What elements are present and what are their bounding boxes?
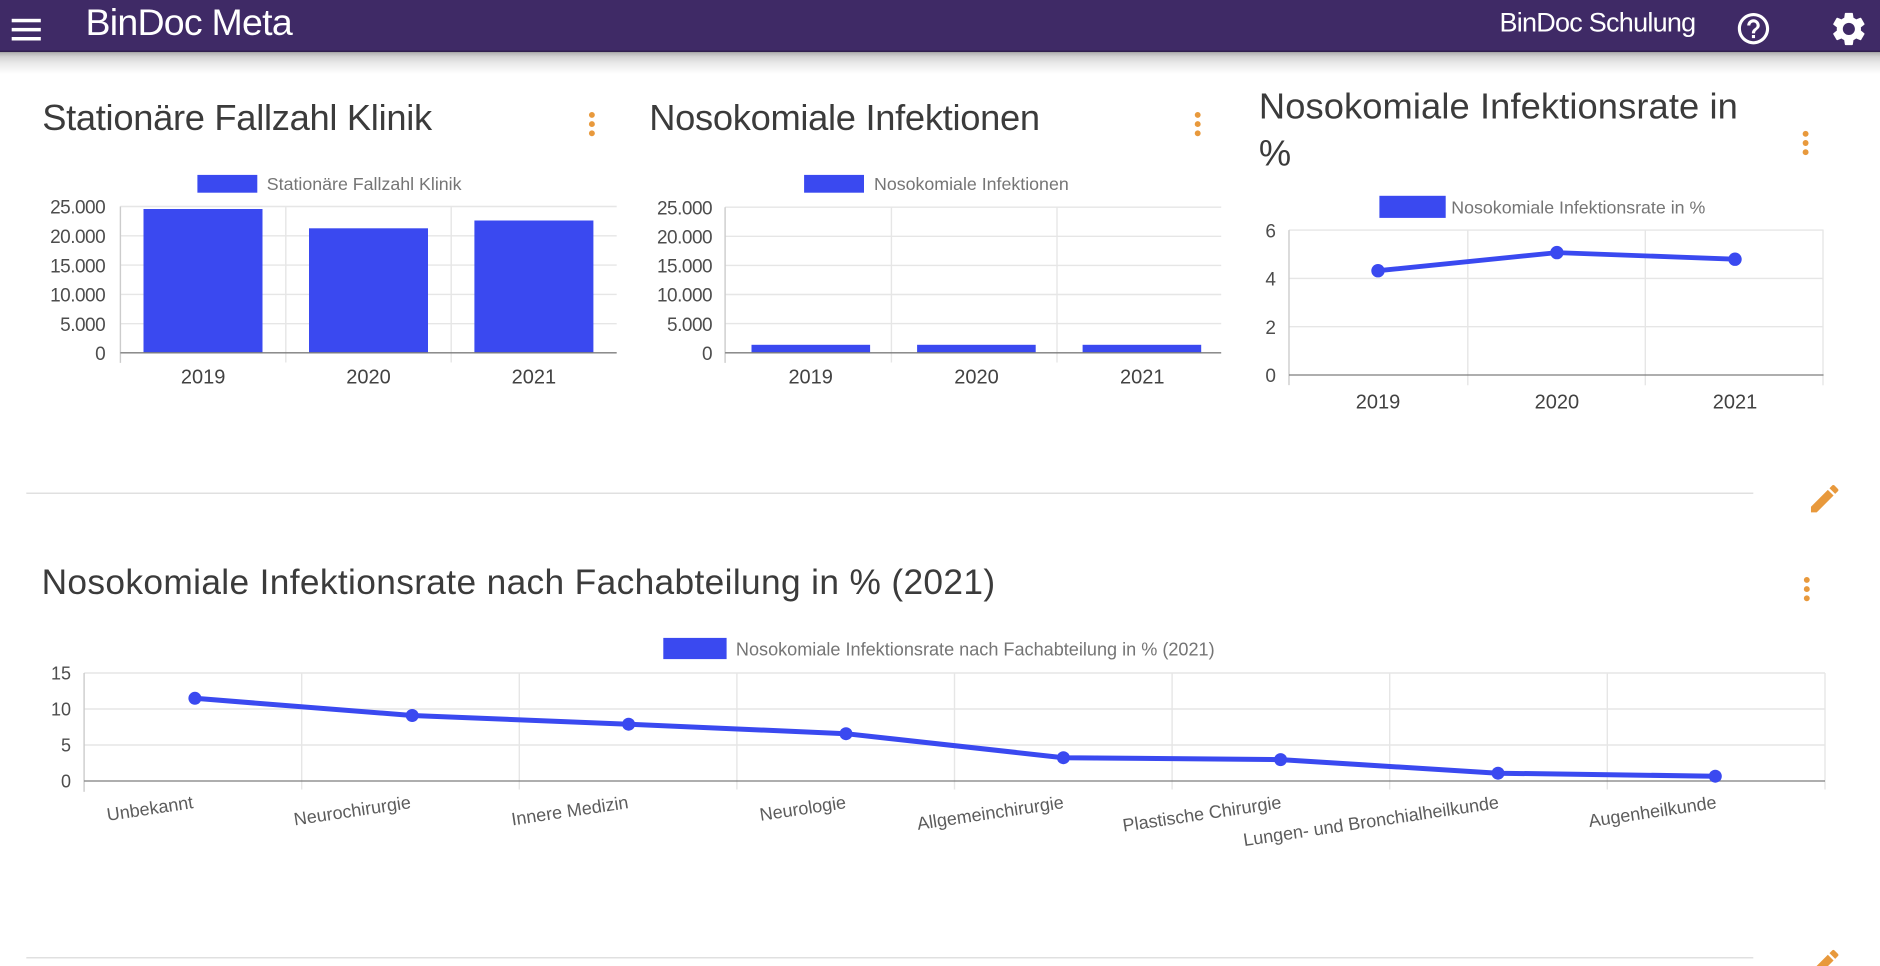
svg-text:15.000: 15.000 [657, 257, 712, 278]
svg-text:0: 0 [61, 772, 71, 792]
svg-text:0: 0 [95, 344, 105, 365]
svg-text:Allgemeinchirurgie: Allgemeinchirurgie [916, 792, 1065, 834]
svg-text:20.000: 20.000 [50, 227, 105, 248]
svg-text:10.000: 10.000 [50, 286, 105, 307]
svg-text:2020: 2020 [1535, 392, 1580, 414]
svg-text:Innere Medizin: Innere Medizin [510, 792, 630, 829]
svg-text:2: 2 [1265, 318, 1276, 339]
svg-text:25.000: 25.000 [657, 198, 712, 219]
svg-text:BinDoc Meta: BinDoc Meta [86, 1, 293, 43]
svg-text:2019: 2019 [788, 367, 833, 389]
svg-text:5: 5 [61, 736, 71, 756]
svg-text:Neurologie: Neurologie [758, 792, 847, 825]
svg-text:5.000: 5.000 [667, 315, 712, 336]
svg-text:Nosokomiale Infektionsrate in: Nosokomiale Infektionsrate in [1259, 86, 1738, 127]
svg-text:10: 10 [51, 700, 71, 720]
svg-text:Nosokomiale Infektionsrate nac: Nosokomiale Infektionsrate nach Fachabte… [736, 639, 1215, 659]
svg-text:2019: 2019 [181, 367, 226, 389]
svg-text:Nosokomiale Infektionen: Nosokomiale Infektionen [874, 174, 1069, 194]
svg-text:15.000: 15.000 [50, 256, 105, 277]
svg-text:5.000: 5.000 [60, 315, 105, 336]
svg-text:Nosokomiale Infektionsrate in: Nosokomiale Infektionsrate in % [1451, 198, 1705, 218]
svg-text:Nosokomiale Infektionsrate nac: Nosokomiale Infektionsrate nach Fachabte… [42, 563, 996, 602]
svg-text:Nosokomiale Infektionen: Nosokomiale Infektionen [649, 97, 1040, 138]
svg-text:2021: 2021 [1713, 392, 1758, 414]
svg-text:2020: 2020 [954, 367, 999, 389]
svg-text:Stationäre Fallzahl Klinik: Stationäre Fallzahl Klinik [42, 97, 433, 138]
svg-text:10.000: 10.000 [657, 286, 712, 307]
svg-text:Unbekannt: Unbekannt [105, 792, 194, 825]
svg-text:0: 0 [1265, 366, 1276, 387]
svg-text:2019: 2019 [1356, 392, 1401, 414]
svg-text:Stationäre Fallzahl Klinik: Stationäre Fallzahl Klinik [267, 174, 462, 194]
svg-text:20.000: 20.000 [657, 228, 712, 249]
svg-text:2021: 2021 [1120, 367, 1165, 389]
svg-text:2021: 2021 [512, 367, 557, 389]
svg-text:15: 15 [51, 664, 71, 684]
svg-text:25.000: 25.000 [50, 198, 105, 219]
svg-text:Neurochirurgie: Neurochirurgie [292, 792, 412, 829]
svg-text:4: 4 [1265, 270, 1276, 291]
svg-text:6: 6 [1265, 221, 1276, 242]
svg-text:0: 0 [702, 344, 712, 365]
svg-text:%: % [1259, 132, 1291, 173]
svg-text:BinDoc Schulung: BinDoc Schulung [1500, 8, 1696, 38]
svg-text:Augenheilkunde: Augenheilkunde [1587, 792, 1718, 831]
svg-text:2020: 2020 [346, 367, 391, 389]
